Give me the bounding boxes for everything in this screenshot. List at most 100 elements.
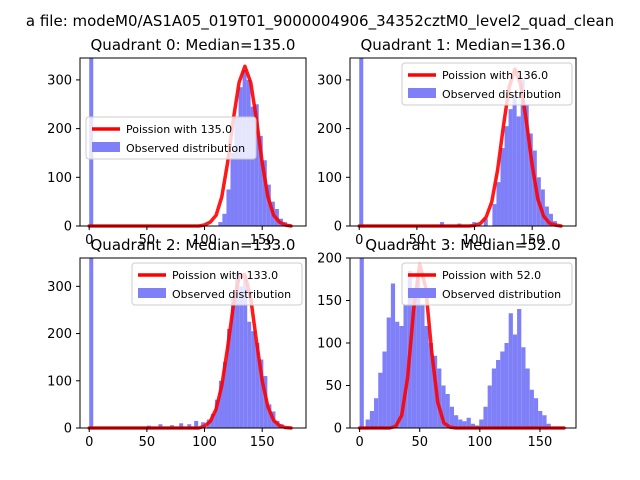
chart-legend: Poission with 133.0 Observed distribution	[131, 262, 303, 306]
hist-bar	[424, 326, 429, 428]
legend-label-observed: Observed distribution	[442, 88, 561, 101]
x-tick-label: 50	[411, 435, 428, 450]
x-tick-label: 150	[250, 435, 275, 450]
hist-bar	[512, 334, 518, 428]
legend-box	[401, 62, 573, 106]
hist-bar	[439, 222, 444, 226]
hist-bar	[194, 420, 199, 428]
figure-suptitle: a file: modeM0/AS1A05_019T01_9000004906_…	[26, 12, 614, 31]
hist-bar	[453, 415, 459, 428]
hist-bar	[540, 189, 545, 226]
hist-bar	[483, 218, 488, 226]
hist-bar	[230, 152, 235, 226]
hist-bar	[214, 399, 219, 428]
chart-panel-2: Quadrant 2: Median=133.00 50 100 1500100200…	[47, 236, 307, 450]
chart-panel-3: Quadrant 3: Median=52.00 50 100 15005010015…	[317, 236, 577, 450]
hist-bar	[390, 283, 396, 428]
hist-bar	[458, 419, 463, 428]
x-tick-label: 150	[528, 435, 553, 450]
hist-bar	[508, 109, 513, 226]
chart-panel-0: Quadrant 0: Median=135.0 0 50 100 150 0 100 200…	[47, 36, 307, 248]
x-tick-label: 50	[139, 233, 156, 248]
hist-bar	[243, 276, 248, 428]
chart-panel-1: Quadrant 1: Median=136.0 0 50 100 150 0 100 200…	[317, 36, 577, 248]
y-tick-label: 200	[317, 252, 342, 267]
hist-bar	[492, 204, 497, 226]
hist-bar	[528, 133, 533, 226]
x-tick-label: 100	[462, 233, 487, 248]
legend-label-poisson: Poission with 133.0	[172, 269, 278, 282]
hist-bar	[218, 222, 223, 226]
x-tick-label: 50	[409, 233, 426, 248]
chart-title: Quadrant 0: Median=135.0	[91, 36, 296, 54]
hist-bar	[546, 423, 551, 428]
hist-bar	[89, 258, 94, 428]
hist-bar	[259, 359, 264, 428]
hist-bar	[504, 343, 509, 428]
hist-bar	[378, 372, 383, 428]
hist-bar	[496, 360, 501, 428]
x-tick-label: 100	[192, 233, 217, 248]
hist-bar	[187, 424, 192, 428]
hist-bar	[247, 321, 252, 428]
chart-title: Quadrant 3: Median=52.0	[365, 236, 560, 254]
hist-bar	[158, 424, 163, 428]
hist-bar	[235, 272, 240, 428]
hist-bar	[251, 331, 256, 428]
x-tick-label: 0	[85, 233, 93, 248]
axes-frame	[79, 257, 307, 429]
hist-bar	[496, 182, 501, 226]
legend-label-observed: Observed distribution	[442, 288, 561, 301]
hist-bar	[544, 206, 549, 226]
y-tick-label: 100	[47, 374, 72, 389]
hist-bar	[267, 404, 272, 428]
hist-bar	[231, 298, 236, 428]
chart-legend: Poission with 135.0 Observed distribution	[85, 116, 257, 160]
y-tick-label: 100	[317, 171, 342, 186]
hist-bar	[500, 351, 505, 428]
hist-bar	[449, 406, 454, 428]
hist-bar	[504, 126, 509, 226]
hist-bar	[179, 423, 184, 428]
hist-bar	[239, 286, 244, 428]
chart-title: Quadrant 1: Median=136.0	[361, 36, 566, 54]
legend-box	[85, 116, 257, 160]
x-tick-label: 100	[192, 435, 217, 450]
y-tick-label: 0	[64, 220, 72, 235]
hist-bar	[520, 79, 525, 226]
hist-bar	[386, 317, 391, 428]
hist-bar	[359, 58, 364, 226]
y-tick-label: 0	[334, 422, 342, 437]
hist-bar	[365, 419, 370, 428]
hist-bar	[516, 116, 521, 226]
legend-label-poisson: Poission with 52.0	[442, 269, 541, 282]
y-tick-label: 200	[47, 327, 72, 342]
hist-bar	[437, 368, 442, 428]
hist-bar	[500, 148, 505, 226]
hist-bar	[210, 413, 215, 428]
hist-bar	[420, 304, 425, 428]
legend-label-observed: Observed distribution	[126, 142, 245, 155]
hist-bar	[359, 258, 364, 428]
legend-label-observed: Observed distribution	[172, 288, 291, 301]
hist-bar	[538, 411, 543, 428]
hist-bar	[226, 189, 231, 226]
y-tick-label: 150	[317, 294, 342, 309]
hist-bar	[250, 106, 255, 226]
legend-box	[131, 262, 303, 306]
y-tick-label: 50	[325, 379, 342, 394]
hist-bar	[222, 213, 227, 226]
hist-bar	[524, 104, 529, 226]
hist-bar	[262, 160, 267, 226]
chart-legend: Poission with 136.0 Observed distribution	[401, 62, 573, 106]
y-tick-label: 0	[334, 220, 342, 235]
y-tick-label: 300	[47, 73, 72, 88]
hist-bar	[491, 368, 497, 428]
hist-bar	[483, 406, 488, 428]
hist-bar	[525, 368, 530, 428]
y-tick-label: 200	[47, 122, 72, 137]
legend-hist-swatch	[92, 142, 120, 152]
hist-bar	[258, 135, 263, 226]
hist-bar	[416, 279, 421, 428]
x-tick-label: 150	[250, 233, 275, 248]
